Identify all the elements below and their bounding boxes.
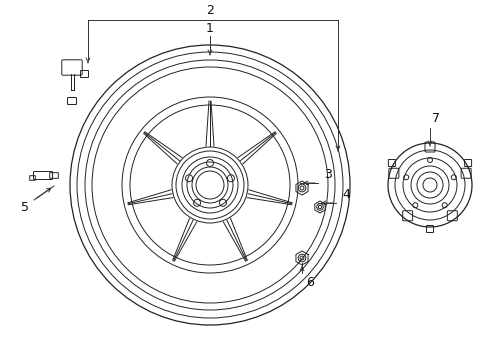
- Text: 2: 2: [205, 4, 214, 17]
- Text: 4: 4: [342, 188, 349, 201]
- Text: 6: 6: [305, 276, 313, 289]
- Text: 3: 3: [324, 167, 331, 180]
- Text: 7: 7: [431, 112, 439, 125]
- Text: 5: 5: [21, 201, 29, 213]
- Text: 1: 1: [205, 22, 214, 35]
